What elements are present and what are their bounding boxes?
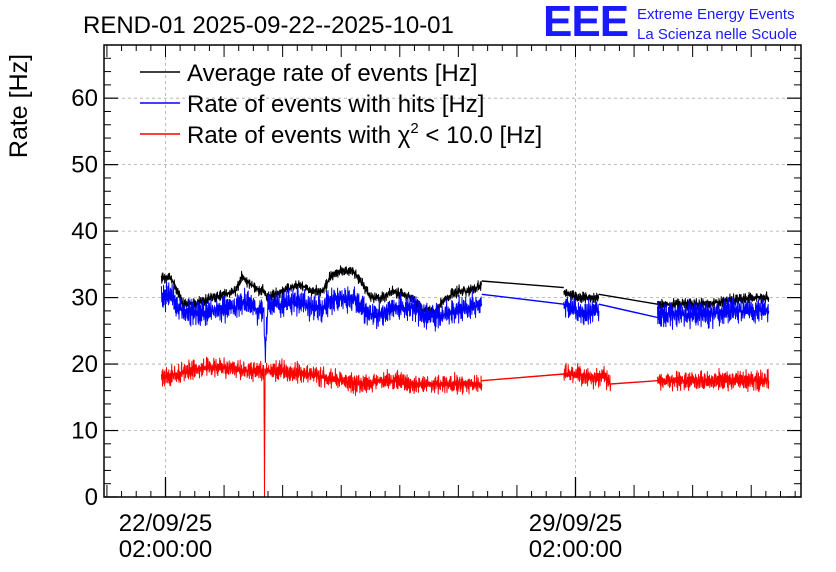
series-average-segment [563,289,600,304]
y-tick-label: 60 [71,85,98,112]
series-chi2-segment [657,367,770,393]
y-tick-label: 40 [71,218,98,245]
x-tick-label-time: 02:00:00 [529,536,622,563]
series-average-segment [481,280,564,289]
series-layer [160,265,770,498]
series-chi2-segment [563,362,612,392]
y-axis-label: Rate [Hz] [5,54,33,158]
eee-logo: EEE Extreme Energy Events La Scienza nel… [543,0,833,46]
legend-label-suffix: < 10.0 [Hz] [419,122,542,149]
y-tick-label: 30 [71,285,98,312]
legend-label-prefix: Rate of events with [187,122,398,149]
series-chi2 [160,356,770,498]
x-tick-label-time: 02:00:00 [119,536,212,563]
series-average [160,265,770,317]
x-tick-label-date: 22/09/25 [119,510,212,537]
eee-logo-line1: Extreme Energy Events [637,6,795,23]
series-chi2-segment [160,356,483,498]
legend-label-chi2: Rate of events with χ2 < 10.0 [Hz] [187,120,542,149]
y-tick-label: 20 [71,351,98,378]
series-average-segment [657,291,770,311]
legend-label-superscript: 2 [410,120,418,137]
y-tick-label: 50 [71,152,98,179]
y-tick-label: 0 [85,484,98,511]
chart-title: REND-01 2025-09-22--2025-10-01 [83,12,454,39]
axis-ticks: 010203040506022/09/2502:00:0029/09/2502:… [71,44,801,563]
series-hits-segment [657,297,770,330]
x-tick-label-date: 29/09/25 [529,510,622,537]
series-hits-segment [598,303,658,319]
legend: Average rate of events [Hz] Rate of event… [140,60,542,149]
series-hits [160,281,770,363]
legend-label-hits: Rate of events with hits [Hz] [187,91,484,118]
y-tick-label: 10 [71,418,98,445]
legend-label-symbol: χ [398,122,411,149]
series-hits-segment [160,281,483,363]
series-average-segment [160,265,483,317]
series-hits-segment [481,293,564,305]
legend-label-average: Average rate of events [Hz] [187,60,477,87]
series-chi2-segment [610,380,658,385]
series-chi2-segment [481,373,564,382]
eee-logo-mark: EEE [543,0,629,46]
series-hits-segment [563,295,600,326]
eee-logo-line2: La Scienza nelle Scuole [637,26,798,43]
series-average-segment [598,293,658,305]
